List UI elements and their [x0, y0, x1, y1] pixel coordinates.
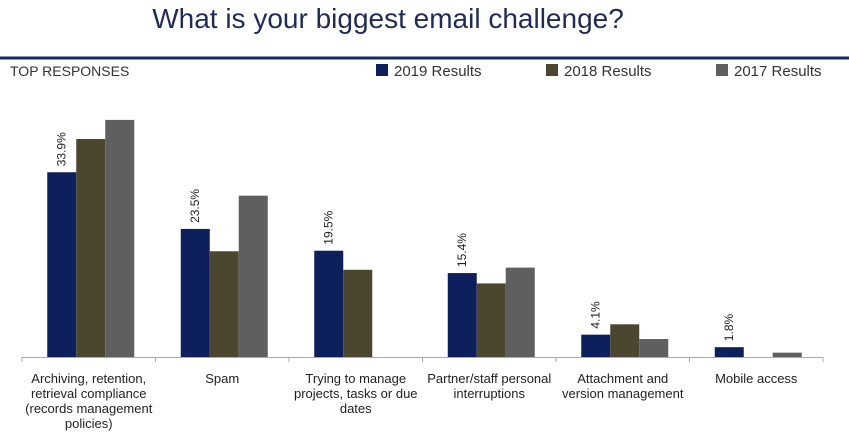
legend-swatch-1 — [376, 64, 388, 76]
category-label-3: Trying to manage projects, tasks or due da… — [294, 371, 418, 416]
legend-label-1: 2019 Results — [394, 63, 482, 80]
bar-2-4 — [476, 283, 506, 357]
category-label-line: policies) — [65, 416, 113, 431]
bar-2-3 — [343, 269, 373, 357]
bar-3-2 — [238, 195, 268, 357]
category-label-line: projects, tasks or due — [294, 386, 418, 401]
data-label-3: 19.5% — [322, 210, 336, 244]
data-label-2: 23.5% — [188, 189, 202, 223]
category-label-4: Partner/staff personal interruptions — [427, 371, 551, 401]
bar-1-1 — [47, 172, 77, 357]
category-label-line: version management — [562, 386, 684, 401]
category-label-line: Attachment and — [577, 371, 668, 386]
data-label-5: 4.1% — [589, 301, 603, 329]
data-labels: 33.9% 23.5% 19.5% 15.4% 4.1% 1.8% — [55, 132, 737, 341]
data-label-6: 1.8% — [722, 314, 736, 342]
bar-1-4 — [447, 273, 477, 357]
legend-swatch-3 — [716, 64, 728, 76]
bar-2-5 — [610, 324, 640, 357]
legend-swatch-2 — [546, 64, 558, 76]
category-label-line: Trying to manage — [305, 371, 406, 386]
category-label-2: Spam — [205, 371, 239, 386]
category-label-line: interruptions — [453, 386, 525, 401]
data-label-1: 33.9% — [55, 132, 69, 166]
category-label-line: dates — [340, 401, 372, 416]
bars-group — [47, 119, 802, 357]
bar-1-3 — [314, 250, 344, 357]
category-label-5: Attachment and version management — [562, 371, 684, 401]
category-label-line: Partner/staff personal — [427, 371, 551, 386]
bar-1-2 — [180, 228, 210, 357]
category-label-line: retrieval compliance — [31, 386, 147, 401]
category-label-line: Spam — [205, 371, 239, 386]
bar-3-4 — [505, 267, 535, 357]
category-label-line: Archiving, retention, — [31, 371, 146, 386]
legend-label-2: 2018 Results — [564, 63, 652, 80]
legend-label-3: 2017 Results — [734, 63, 822, 80]
category-label-line: (records management — [25, 401, 153, 416]
chart-subtitle: TOP RESPONSES — [10, 63, 129, 79]
data-label-4: 15.4% — [455, 233, 469, 267]
bar-1-6 — [714, 347, 744, 357]
x-axis-ticks — [21, 357, 824, 362]
chart-title: What is your biggest email challenge? — [152, 3, 624, 34]
category-label-line: Mobile access — [715, 371, 798, 386]
bar-3-6 — [772, 352, 802, 357]
bar-2-1 — [76, 139, 106, 357]
category-labels: Archiving, retention, retrieval complianc… — [25, 371, 798, 431]
bar-3-5 — [639, 339, 669, 357]
bar-2-2 — [209, 251, 239, 357]
bar-3-1 — [105, 119, 135, 357]
category-label-1: Archiving, retention, retrieval complianc… — [25, 371, 153, 431]
legend: 2019 Results 2018 Results 2017 Results — [376, 63, 822, 80]
category-label-6: Mobile access — [715, 371, 798, 386]
bar-1-5 — [581, 334, 611, 357]
